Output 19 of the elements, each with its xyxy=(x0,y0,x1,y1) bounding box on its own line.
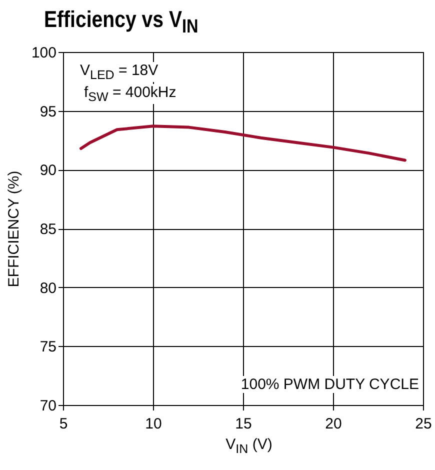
x-tick-label: 5 xyxy=(59,416,68,432)
y-tick-label: 80 xyxy=(40,280,56,297)
y-axis-title: EFFICIENCY (%) xyxy=(5,170,22,288)
chart-title: Efficiency vs V$_{IN}$ xyxy=(44,6,198,39)
annotation: V$_{LED}$ = 18V xyxy=(80,62,158,82)
x-axis-title: V$_{IN}$ (V) xyxy=(224,436,274,456)
x-tick-label: 25 xyxy=(415,416,432,432)
line-series xyxy=(80,124,406,162)
y-tick-label: 90 xyxy=(40,162,56,180)
y-tick-label: 70 xyxy=(40,398,56,414)
annotation: 100% PWM DUTY CYCLE xyxy=(240,376,419,393)
y-tick-label: 85 xyxy=(40,221,56,238)
y-tick-label: 100 xyxy=(31,44,56,62)
annotation: f$_{SW}$ = 400kHz xyxy=(84,84,176,104)
x-tick-label: 10 xyxy=(145,416,162,432)
y-tick-label: 75 xyxy=(40,338,56,356)
x-tick-label: 20 xyxy=(325,416,342,432)
x-tick-label: 15 xyxy=(235,416,252,432)
y-tick-label: 95 xyxy=(40,103,56,120)
